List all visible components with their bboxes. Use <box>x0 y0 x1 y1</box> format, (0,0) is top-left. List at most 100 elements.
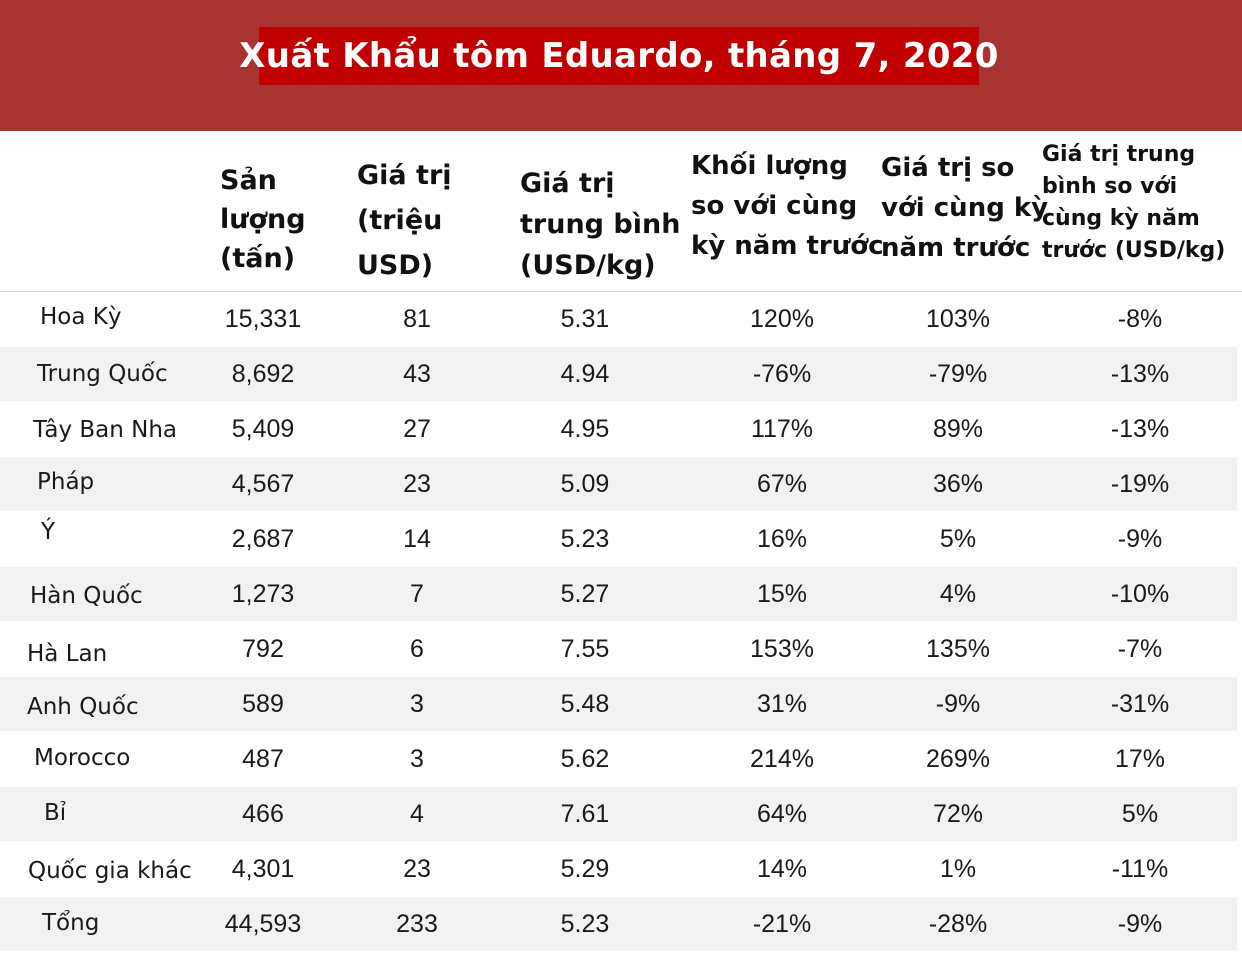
gia-tri-cell: 3 <box>410 690 424 718</box>
san-luong-cell: 466 <box>242 800 284 828</box>
country-cell: Anh Quốc <box>27 694 139 720</box>
khoi-luong-yoy-cell: 214% <box>750 745 814 773</box>
header-gia-tri-trung-binh: Giá trị trung bình (USD/kg) <box>520 168 681 281</box>
country-cell: Morocco <box>34 745 131 771</box>
san-luong-cell: 4,301 <box>231 855 295 883</box>
table-header: Sản lượng (tấn) Giá trị (triệu USD) Giá … <box>0 131 1242 292</box>
san-luong-cell: 487 <box>242 745 284 773</box>
gia-tri-yoy-cell: 135% <box>926 635 990 663</box>
country-cell: Ý <box>41 519 56 545</box>
gia-tri-cell: 3 <box>410 745 424 773</box>
country-cell: Hàn Quốc <box>30 583 143 609</box>
header-khoi-luong-yoy: Khối lượng so với cùng kỳ năm trước <box>691 151 884 261</box>
gia-tri-tb-cell: 5.48 <box>560 690 610 718</box>
country-cell: Pháp <box>37 469 95 495</box>
title-banner: Xuất Khẩu tôm Eduardo, tháng 7, 2020 <box>0 0 1242 131</box>
header-san-luong: Sản lượng (tấn) <box>220 165 306 274</box>
gia-tri-yoy-cell: 4% <box>939 580 977 608</box>
gia-tri-cell: 7 <box>410 580 424 608</box>
country-cell: Tây Ban Nha <box>33 417 178 443</box>
table-row: Hàn Quốc 1,273 7 5.27 15% 4% -10% <box>0 567 1237 622</box>
table-row: Tây Ban Nha 5,409 27 4.95 117% 89% -13% <box>0 402 1237 457</box>
title-box: Xuất Khẩu tôm Eduardo, tháng 7, 2020 <box>239 27 998 85</box>
country-cell: Hoa Kỳ <box>40 304 122 330</box>
san-luong-cell: 2,687 <box>231 525 295 553</box>
gia-tri-tb-cell: 7.61 <box>560 800 610 828</box>
table-row: Trung Quốc 8,692 43 4.94 -76% -79% -13% <box>0 347 1237 402</box>
table-row: Bỉ 466 4 7.61 64% 72% 5% <box>0 787 1237 842</box>
country-cell: Quốc gia khác <box>28 858 192 884</box>
table-row: Tổng 44,593 233 5.23 -21% -28% -9% <box>0 897 1237 952</box>
gia-tri-tb-cell: 5.23 <box>560 910 610 938</box>
table-body: Hoa Kỳ 15,331 81 5.31 120% 103% -8% Trung Quốc 8… <box>0 292 1242 952</box>
gia-tri-yoy-cell: -79% <box>928 360 988 388</box>
san-luong-cell: 15,331 <box>224 305 302 333</box>
gia-tri-tb-cell: 7.55 <box>560 635 610 663</box>
gia-tri-tb-cell: 5.09 <box>560 470 610 498</box>
gia-tri-cell: 233 <box>396 910 438 938</box>
gia-tri-tb-yoy-cell: -9% <box>1117 525 1163 553</box>
header-gia-tri-yoy: Giá trị so với cùng kỳ năm trước <box>881 153 1049 263</box>
gia-tri-tb-yoy-cell: -13% <box>1110 360 1170 388</box>
page-title: Xuất Khẩu tôm Eduardo, tháng 7, 2020 <box>239 36 999 76</box>
khoi-luong-yoy-cell: -21% <box>752 910 812 938</box>
gia-tri-tb-yoy-cell: -9% <box>1117 910 1163 938</box>
gia-tri-tb-yoy-cell: -13% <box>1110 415 1170 443</box>
gia-tri-cell: 14 <box>403 525 431 553</box>
gia-tri-tb-cell: 4.95 <box>560 415 610 443</box>
gia-tri-yoy-cell: 103% <box>926 305 990 333</box>
table-row: Quốc gia khác 4,301 23 5.29 14% 1% -11% <box>0 842 1237 897</box>
san-luong-cell: 1,273 <box>231 580 295 608</box>
gia-tri-tb-yoy-cell: -19% <box>1110 470 1170 498</box>
table-row: Hoa Kỳ 15,331 81 5.31 120% 103% -8% <box>0 292 1237 347</box>
table-row: Morocco 487 3 5.62 214% 269% 17% <box>0 732 1237 787</box>
table-row: Pháp 4,567 23 5.09 67% 36% -19% <box>0 457 1237 512</box>
gia-tri-yoy-cell: 36% <box>932 470 984 498</box>
gia-tri-yoy-cell: -28% <box>928 910 988 938</box>
gia-tri-tb-yoy-cell: -7% <box>1117 635 1163 663</box>
khoi-luong-yoy-cell: 14% <box>756 855 808 883</box>
gia-tri-cell: 6 <box>410 635 424 663</box>
khoi-luong-yoy-cell: 120% <box>750 305 814 333</box>
country-cell: Tổng <box>42 910 100 936</box>
gia-tri-tb-cell: 5.29 <box>560 855 610 883</box>
gia-tri-cell: 43 <box>403 360 431 388</box>
gia-tri-tb-yoy-cell: -10% <box>1110 580 1170 608</box>
gia-tri-cell: 81 <box>403 305 431 333</box>
gia-tri-tb-yoy-cell: -8% <box>1117 305 1163 333</box>
header-gia-tri-trung-binh-yoy: Giá trị trung bình so với cùng kỳ năm tr… <box>1042 142 1226 263</box>
khoi-luong-yoy-cell: 67% <box>756 470 808 498</box>
country-cell: Bỉ <box>44 800 67 826</box>
san-luong-cell: 792 <box>242 635 284 663</box>
san-luong-cell: 5,409 <box>231 415 295 443</box>
gia-tri-tb-cell: 4.94 <box>560 360 610 388</box>
khoi-luong-yoy-cell: 153% <box>750 635 814 663</box>
san-luong-cell: 8,692 <box>231 360 295 388</box>
gia-tri-tb-cell: 5.27 <box>560 580 610 608</box>
san-luong-cell: 44,593 <box>224 910 302 938</box>
gia-tri-yoy-cell: -9% <box>935 690 981 718</box>
gia-tri-cell: 23 <box>403 855 431 883</box>
gia-tri-yoy-cell: 269% <box>926 745 990 773</box>
khoi-luong-yoy-cell: 31% <box>756 690 808 718</box>
gia-tri-yoy-cell: 89% <box>932 415 984 443</box>
san-luong-cell: 589 <box>242 690 284 718</box>
table-row: Ý 2,687 14 5.23 16% 5% -9% <box>0 512 1237 567</box>
header-gia-tri: Giá trị (triệu USD) <box>357 160 452 281</box>
gia-tri-tb-yoy-cell: 17% <box>1114 745 1166 773</box>
gia-tri-yoy-cell: 72% <box>932 800 984 828</box>
gia-tri-cell: 4 <box>410 800 424 828</box>
gia-tri-yoy-cell: 1% <box>939 855 977 883</box>
table-row: Hà Lan 792 6 7.55 153% 135% -7% <box>0 622 1237 677</box>
khoi-luong-yoy-cell: 16% <box>756 525 808 553</box>
san-luong-cell: 4,567 <box>231 470 295 498</box>
country-cell: Trung Quốc <box>37 361 168 387</box>
gia-tri-tb-yoy-cell: 5% <box>1121 800 1159 828</box>
khoi-luong-yoy-cell: 15% <box>756 580 808 608</box>
gia-tri-yoy-cell: 5% <box>939 525 977 553</box>
khoi-luong-yoy-cell: 64% <box>756 800 808 828</box>
gia-tri-tb-yoy-cell: -31% <box>1110 690 1170 718</box>
gia-tri-cell: 23 <box>403 470 431 498</box>
gia-tri-tb-cell: 5.31 <box>560 305 610 333</box>
gia-tri-cell: 27 <box>403 415 431 443</box>
